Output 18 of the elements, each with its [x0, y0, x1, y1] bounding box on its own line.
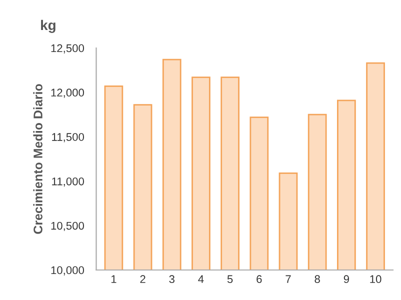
y-tick-label: 11,500 — [52, 133, 84, 142]
x-tick-label: 9 — [344, 275, 349, 284]
x-tick-label: 1 — [111, 275, 116, 283]
y-tick-label: 12,500 — [51, 44, 84, 54]
x-tick-label: 3 — [169, 275, 174, 284]
y-axis-title: Crecimiento Medio Diario — [33, 84, 42, 234]
y-tick-label: 10,500 — [51, 222, 84, 232]
x-tick-label: 4 — [198, 275, 204, 283]
x-tick-label: 7 — [286, 275, 291, 283]
x-tick-label: 10 — [370, 275, 382, 284]
x-tick-label: 2 — [140, 275, 146, 283]
y-tick-label: 12,000 — [51, 88, 84, 98]
y-tick-label: 11,000 — [52, 177, 84, 187]
chart-title: kg — [41, 20, 56, 33]
x-tick-label: 8 — [314, 275, 320, 284]
x-tick-label: 5 — [227, 275, 233, 284]
y-tick-label: 10,000 — [51, 266, 84, 276]
x-tick-label: 6 — [256, 275, 262, 284]
